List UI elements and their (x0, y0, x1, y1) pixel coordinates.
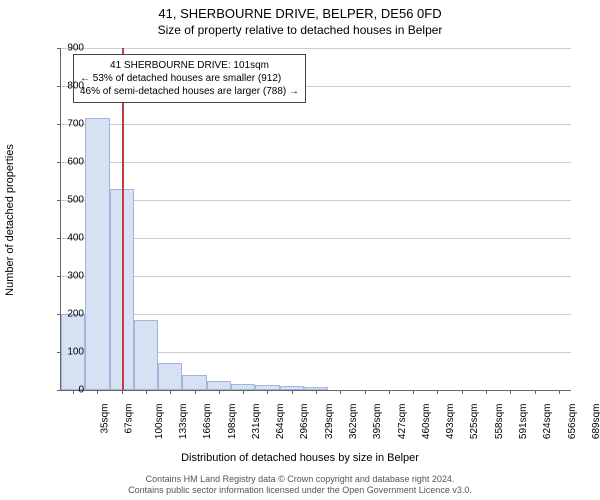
x-tick-label: 35sqm (100, 404, 111, 434)
histogram-bar (182, 375, 206, 390)
x-tick-mark (510, 390, 511, 394)
grid-line (61, 314, 571, 315)
histogram-bar (85, 118, 109, 390)
x-tick-label: 264sqm (275, 404, 286, 440)
x-tick-mark (195, 390, 196, 394)
x-tick-mark (122, 390, 123, 394)
x-tick-mark (462, 390, 463, 394)
x-tick-label: 67sqm (124, 404, 135, 434)
x-tick-mark (486, 390, 487, 394)
y-tick-label: 900 (44, 43, 84, 54)
y-tick-label: 600 (44, 157, 84, 168)
footer-line-2: Contains public sector information licen… (0, 485, 600, 496)
x-tick-label: 395sqm (372, 404, 383, 440)
histogram-bar (207, 381, 231, 391)
x-tick-label: 558sqm (494, 404, 505, 440)
chart-container: 41, SHERBOURNE DRIVE, BELPER, DE56 0FD S… (0, 0, 600, 500)
x-tick-label: 166sqm (202, 404, 213, 440)
x-tick-mark (365, 390, 366, 394)
annotation-line-3: 46% of semi-detached houses are larger (… (80, 85, 299, 98)
y-tick-label: 0 (44, 385, 84, 396)
x-tick-label: 624sqm (542, 404, 553, 440)
footer-line-1: Contains HM Land Registry data © Crown c… (0, 474, 600, 485)
x-tick-mark (292, 390, 293, 394)
x-tick-label: 689sqm (591, 404, 600, 440)
y-tick-label: 100 (44, 347, 84, 358)
chart-title-subtitle: Size of property relative to detached ho… (0, 21, 600, 37)
x-tick-mark (413, 390, 414, 394)
y-tick-label: 700 (44, 119, 84, 130)
x-tick-label: 493sqm (445, 404, 456, 440)
x-tick-label: 460sqm (421, 404, 432, 440)
x-tick-mark (243, 390, 244, 394)
histogram-bar (134, 320, 158, 390)
x-tick-label: 427sqm (397, 404, 408, 440)
x-tick-label: 591sqm (518, 404, 529, 440)
x-tick-mark (170, 390, 171, 394)
x-tick-mark (267, 390, 268, 394)
footer-attribution: Contains HM Land Registry data © Crown c… (0, 474, 600, 496)
y-tick-label: 200 (44, 309, 84, 320)
chart-title-address: 41, SHERBOURNE DRIVE, BELPER, DE56 0FD (0, 0, 600, 21)
x-tick-mark (146, 390, 147, 394)
y-tick-label: 500 (44, 195, 84, 206)
x-tick-mark (340, 390, 341, 394)
annotation-line-2: ← 53% of detached houses are smaller (91… (80, 72, 299, 85)
x-tick-mark (97, 390, 98, 394)
y-axis-label: Number of detached properties (4, 144, 16, 296)
x-tick-mark (437, 390, 438, 394)
x-tick-label: 100sqm (154, 404, 165, 440)
x-tick-mark (559, 390, 560, 394)
x-tick-label: 133sqm (178, 404, 189, 440)
grid-line (61, 124, 571, 125)
x-tick-label: 231sqm (251, 404, 262, 440)
y-tick-label: 300 (44, 271, 84, 282)
x-tick-mark (389, 390, 390, 394)
annotation-line-1: 41 SHERBOURNE DRIVE: 101sqm (80, 59, 299, 72)
x-tick-label: 329sqm (324, 404, 335, 440)
x-tick-label: 362sqm (348, 404, 359, 440)
x-axis-label: Distribution of detached houses by size … (0, 452, 600, 464)
x-tick-mark (316, 390, 317, 394)
grid-line (61, 276, 571, 277)
grid-line (61, 48, 571, 49)
x-tick-label: 656sqm (567, 404, 578, 440)
grid-line (61, 162, 571, 163)
x-tick-label: 198sqm (227, 404, 238, 440)
x-tick-mark (535, 390, 536, 394)
x-tick-mark (219, 390, 220, 394)
histogram-bar (158, 363, 182, 390)
x-tick-label: 296sqm (300, 404, 311, 440)
y-tick-label: 400 (44, 233, 84, 244)
grid-line (61, 200, 571, 201)
annotation-box: 41 SHERBOURNE DRIVE: 101sqm ← 53% of det… (73, 54, 306, 103)
y-tick-label: 800 (44, 81, 84, 92)
plot-area: 41 SHERBOURNE DRIVE: 101sqm ← 53% of det… (60, 48, 571, 391)
grid-line (61, 238, 571, 239)
x-tick-label: 525sqm (470, 404, 481, 440)
